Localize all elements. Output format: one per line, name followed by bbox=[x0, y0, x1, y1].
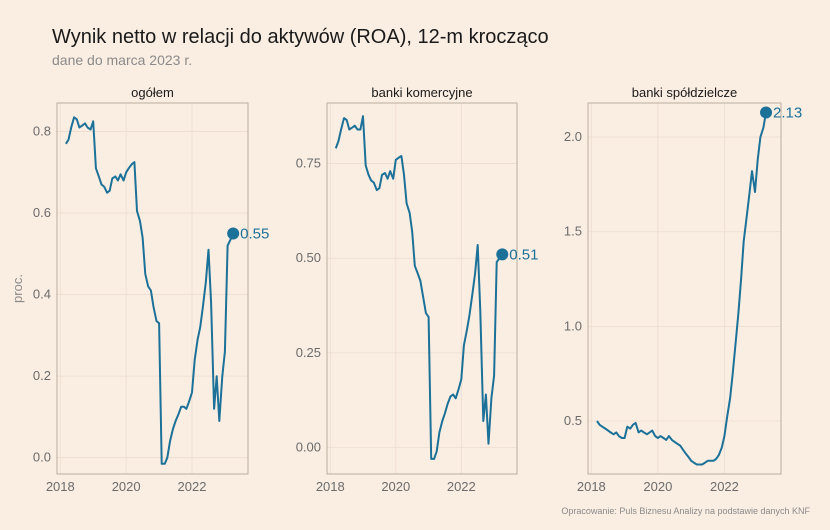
x-tick-label: 2018 bbox=[316, 479, 345, 494]
y-tick-label: 0.2 bbox=[33, 368, 51, 383]
y-tick-label: 0.0 bbox=[33, 450, 51, 465]
x-tick-label: 2022 bbox=[710, 479, 739, 494]
source-caption: Opracowanie: Puls Biznesu Analizy na pod… bbox=[561, 506, 810, 516]
y-tick-label: 0.5 bbox=[564, 413, 582, 428]
y-tick-label: 0.8 bbox=[33, 124, 51, 139]
end-value-label: 0.51 bbox=[509, 246, 538, 263]
series-line bbox=[596, 112, 767, 466]
end-point-marker bbox=[227, 227, 240, 240]
x-tick-label: 2020 bbox=[112, 479, 141, 494]
chart-title: Wynik netto w relacji do aktywów (ROA), … bbox=[52, 26, 549, 48]
x-tick-label: 2018 bbox=[46, 479, 75, 494]
y-tick-label: 0.00 bbox=[296, 440, 321, 455]
panel-frame bbox=[587, 102, 782, 475]
end-point-marker bbox=[496, 248, 509, 261]
y-tick-label: 1.5 bbox=[564, 224, 582, 239]
x-tick-label: 2020 bbox=[381, 479, 410, 494]
y-tick-label: 0.50 bbox=[296, 250, 321, 265]
x-tick-label: 2022 bbox=[447, 479, 476, 494]
y-axis-label: proc. bbox=[10, 274, 25, 303]
panel-title: ogółem bbox=[131, 85, 174, 100]
y-tick-label: 1.0 bbox=[564, 318, 582, 333]
chart-subtitle: dane do marca 2023 r. bbox=[52, 52, 193, 68]
end-value-label: 0.55 bbox=[240, 225, 269, 242]
end-value-label: 2.13 bbox=[773, 104, 802, 121]
x-tick-label: 2018 bbox=[577, 479, 606, 494]
series-line bbox=[65, 116, 235, 465]
panel-frame bbox=[56, 102, 249, 475]
y-tick-label: 2.0 bbox=[564, 129, 582, 144]
y-tick-label: 0.4 bbox=[33, 287, 51, 302]
y-tick-label: 0.6 bbox=[33, 205, 51, 220]
end-point-marker bbox=[760, 106, 773, 119]
x-tick-label: 2020 bbox=[643, 479, 672, 494]
panel-title: banki spółdzielcze bbox=[632, 85, 738, 100]
series-line bbox=[334, 115, 504, 460]
y-tick-label: 0.25 bbox=[296, 345, 321, 360]
y-tick-label: 0.75 bbox=[296, 156, 321, 171]
panel-title: banki komercyjne bbox=[371, 85, 472, 100]
x-tick-label: 2022 bbox=[178, 479, 207, 494]
panel-frame bbox=[326, 102, 518, 475]
